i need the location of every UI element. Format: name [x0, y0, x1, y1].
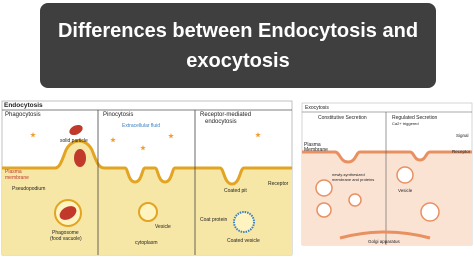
label: membrane [5, 175, 29, 181]
label: Plasma [304, 142, 321, 148]
label: newly-synthesized [332, 172, 365, 177]
vesicle [348, 193, 362, 207]
label: Phagosome [52, 230, 79, 236]
membrane [2, 139, 292, 186]
label: solid particle [60, 138, 88, 144]
label: Pseudopodium [12, 186, 45, 192]
vesicle [138, 202, 158, 222]
label: Extracellular fluid [122, 123, 160, 129]
label: Plasma [5, 169, 22, 175]
label: Constitutive Secretion [318, 115, 367, 121]
coated-vesicle [233, 211, 255, 233]
particle [59, 206, 77, 220]
label: endocytosis [205, 119, 237, 125]
solid-particle [69, 124, 83, 136]
label: Coated vesicle [227, 238, 260, 244]
label: Golgi apparatus [368, 239, 401, 244]
label: (food vacuole) [50, 236, 82, 242]
label: Receptor-mediated [200, 112, 251, 118]
vesicle [315, 179, 333, 197]
label: Ca2+ triggered [392, 121, 419, 126]
vesicle [316, 202, 332, 218]
exo-membrane [302, 150, 472, 164]
label: cytoplasm [135, 240, 158, 246]
title: Differences between Endocytosis and exoc… [57, 19, 419, 72]
label: Signal [456, 133, 469, 138]
label: Phagocytosis [5, 112, 41, 118]
endo-title: Endocytosis [4, 102, 43, 109]
label: Receptor [452, 149, 471, 154]
label: Receptor [268, 181, 289, 187]
title-box: Differences between Endocytosis and exoc… [40, 3, 436, 88]
vesicle [396, 166, 414, 184]
vesicle [420, 202, 440, 222]
golgi [339, 230, 431, 240]
label: Coat protein [200, 217, 227, 223]
label: Regulated Secretion [392, 115, 438, 121]
label: Vesicle [398, 188, 413, 193]
label: Vesicle [155, 224, 171, 230]
exo-title: Exocytosis [305, 105, 329, 111]
label: Membrane [304, 147, 328, 153]
label: Pinocytosis [103, 112, 133, 118]
label: membrane and proteins [332, 177, 374, 182]
exo-cytoplasm [302, 152, 472, 245]
label: Coated pit [224, 188, 247, 194]
particle [74, 149, 86, 167]
